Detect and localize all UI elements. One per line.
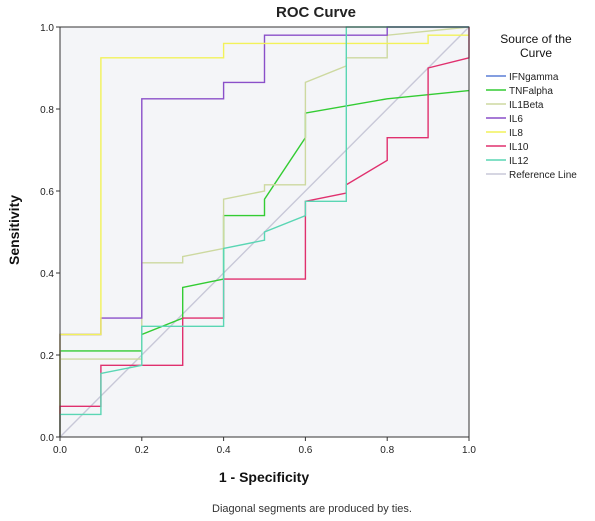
- legend-label-il12: IL12: [509, 156, 529, 167]
- legend-title: Source of the Curve: [500, 32, 572, 60]
- y-tick-label: 0.8: [40, 105, 54, 116]
- y-tick-label: 1.0: [40, 23, 54, 34]
- plot-frame: [59, 26, 470, 438]
- axes: 0.0 0.2 0.4 0.6 0.8 1.0 0.0 0.2 0.4 0.6 0.8 1.0: [40, 23, 476, 456]
- footnote: Diagonal segments are produced by ties.: [212, 503, 412, 515]
- series-line-il8: [59, 34, 469, 437]
- legend-label-il6: IL6: [509, 114, 523, 125]
- x-tick-label: 1.0: [462, 445, 476, 456]
- series-line-il12: [59, 26, 469, 437]
- series-line-il10: [59, 27, 470, 437]
- legend-label-ifngamma: IFNgamma: [509, 72, 559, 83]
- x-tick-label: 0.8: [380, 445, 394, 456]
- chart-title: ROC Curve: [276, 4, 356, 21]
- legend-label-reference-line: Reference Line: [509, 170, 577, 181]
- x-axis-label: 1 - Specificity: [219, 469, 309, 485]
- y-tick-label: 0.6: [40, 187, 54, 198]
- y-tick-label: 0.0: [40, 433, 54, 444]
- y-axis-label: Sensitivity: [6, 195, 22, 265]
- legend-label-il1beta: IL1Beta: [509, 100, 544, 111]
- legend-label-tnfalpha: TNFalpha: [509, 86, 553, 97]
- legend-label-il8: IL8: [509, 128, 523, 139]
- y-tick-label: 0.2: [40, 351, 54, 362]
- x-tick-label: 0.6: [298, 445, 312, 456]
- x-tick-label: 0.2: [135, 445, 149, 456]
- x-tick-label: 0.4: [217, 445, 231, 456]
- legend: Source of the Curve IFNgamma TNFalpha IL1Be…: [486, 32, 577, 181]
- x-tick-label: 0.0: [53, 445, 67, 456]
- plot-area: [59, 26, 470, 438]
- y-tick-label: 0.4: [40, 269, 54, 280]
- legend-label-il10: IL10: [509, 142, 529, 153]
